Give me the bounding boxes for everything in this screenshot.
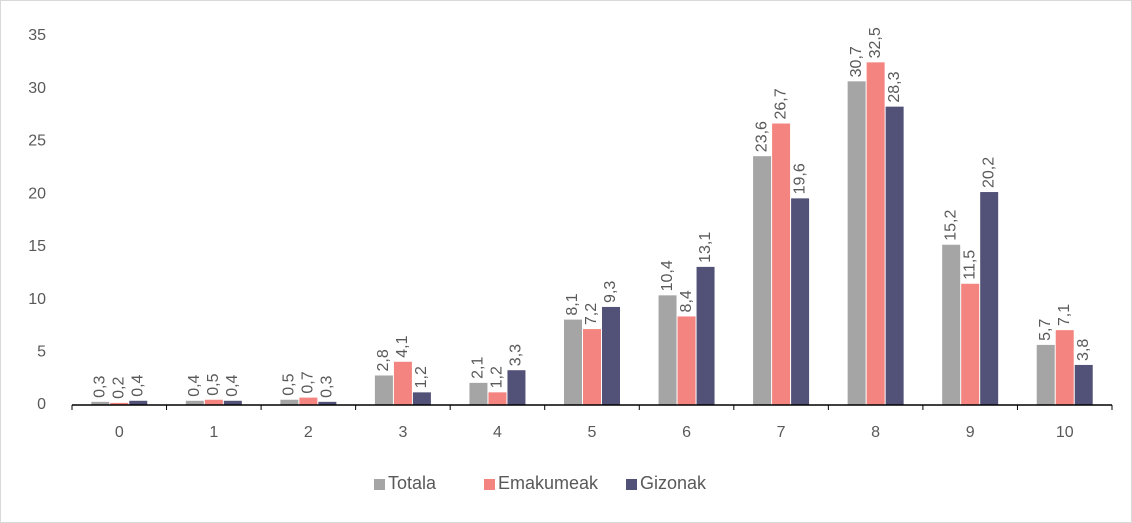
- bar: [299, 397, 318, 405]
- x-tick-label: 6: [682, 424, 691, 441]
- x-tick-label: 4: [493, 424, 502, 441]
- bar: [791, 198, 810, 405]
- data-label: 2,8: [375, 349, 392, 371]
- data-label: 30,7: [848, 46, 865, 77]
- legend-label: Emakumeak: [498, 473, 599, 493]
- bar: [393, 361, 412, 405]
- data-label: 11,5: [961, 250, 978, 280]
- bar: [602, 306, 620, 405]
- data-label: 7,1: [1056, 304, 1073, 326]
- bar: [318, 401, 337, 405]
- bar: [374, 375, 393, 405]
- data-label: 23,6: [753, 121, 770, 152]
- legend-label: Totala: [388, 473, 437, 493]
- x-tick-label: 0: [115, 424, 124, 441]
- bar: [91, 401, 110, 405]
- y-tick-label: 5: [37, 344, 46, 361]
- data-label: 9,3: [602, 281, 619, 303]
- y-tick-label: 35: [28, 27, 46, 44]
- legend-swatch: [626, 479, 637, 490]
- bar: [847, 81, 866, 405]
- bar: [1074, 364, 1093, 405]
- data-label: 0,4: [129, 374, 146, 396]
- data-label: 26,7: [772, 88, 789, 119]
- data-label: 0,5: [205, 373, 222, 395]
- bar: [110, 402, 129, 405]
- bar: [223, 400, 242, 405]
- data-label: 10,4: [659, 260, 676, 291]
- data-label: 8,1: [564, 293, 581, 315]
- bar: [1036, 344, 1055, 405]
- data-label: 32,5: [867, 27, 884, 58]
- bar: [280, 399, 299, 405]
- bar: [942, 244, 961, 405]
- bar: [980, 192, 999, 405]
- data-label: 0,3: [319, 375, 336, 397]
- data-label: 3,3: [508, 344, 525, 366]
- data-label: 0,4: [186, 374, 203, 396]
- bar: [753, 156, 772, 405]
- data-label: 0,3: [91, 375, 108, 397]
- legend-label: Gizonak: [640, 473, 707, 493]
- data-label: 0,5: [281, 373, 298, 395]
- data-label: 1,2: [413, 366, 430, 388]
- bar: [658, 295, 677, 405]
- y-tick-label: 0: [37, 396, 46, 413]
- y-tick-label: 30: [28, 80, 46, 97]
- bar: [677, 316, 696, 405]
- data-label: 7,2: [583, 303, 600, 325]
- bar: [204, 399, 223, 405]
- bar: [185, 400, 204, 405]
- data-label: 15,2: [942, 210, 959, 241]
- data-label: 1,2: [489, 366, 506, 388]
- bar: [412, 392, 431, 405]
- bar: [507, 370, 526, 405]
- data-label: 2,1: [470, 357, 487, 379]
- bar: [1055, 330, 1074, 405]
- data-label: 4,1: [394, 335, 411, 357]
- x-tick-label: 8: [871, 424, 880, 441]
- data-label: 0,4: [224, 374, 241, 396]
- y-tick-label: 10: [28, 291, 46, 308]
- x-tick-label: 9: [966, 424, 975, 441]
- data-label: 19,6: [791, 163, 808, 194]
- legend-swatch: [374, 479, 385, 490]
- legend-swatch: [484, 479, 495, 490]
- data-label: 8,4: [678, 290, 695, 312]
- x-tick-label: 2: [304, 424, 313, 441]
- x-tick-label: 5: [588, 424, 597, 441]
- bar: [772, 123, 791, 406]
- bar: [583, 329, 601, 405]
- bar: [488, 392, 507, 405]
- bar: [696, 266, 715, 405]
- x-tick-label: 10: [1056, 424, 1074, 441]
- data-label: 20,2: [980, 157, 997, 188]
- bar: [564, 319, 582, 405]
- data-label: 0,2: [110, 377, 127, 399]
- y-tick-label: 20: [28, 185, 46, 202]
- y-tick-label: 15: [28, 238, 46, 255]
- bar: [129, 400, 148, 405]
- bar: [885, 106, 904, 405]
- data-label: 0,7: [300, 371, 317, 393]
- x-tick-label: 3: [398, 424, 407, 441]
- data-label: 5,7: [1037, 319, 1054, 341]
- bar: [961, 283, 980, 405]
- x-tick-label: 1: [209, 424, 218, 441]
- y-tick-label: 25: [28, 133, 46, 150]
- bar: [469, 382, 488, 405]
- data-label: 13,1: [697, 232, 714, 263]
- data-label: 28,3: [886, 71, 903, 102]
- x-tick-label: 7: [777, 424, 786, 441]
- data-label: 3,8: [1075, 339, 1092, 361]
- bar: [866, 62, 885, 405]
